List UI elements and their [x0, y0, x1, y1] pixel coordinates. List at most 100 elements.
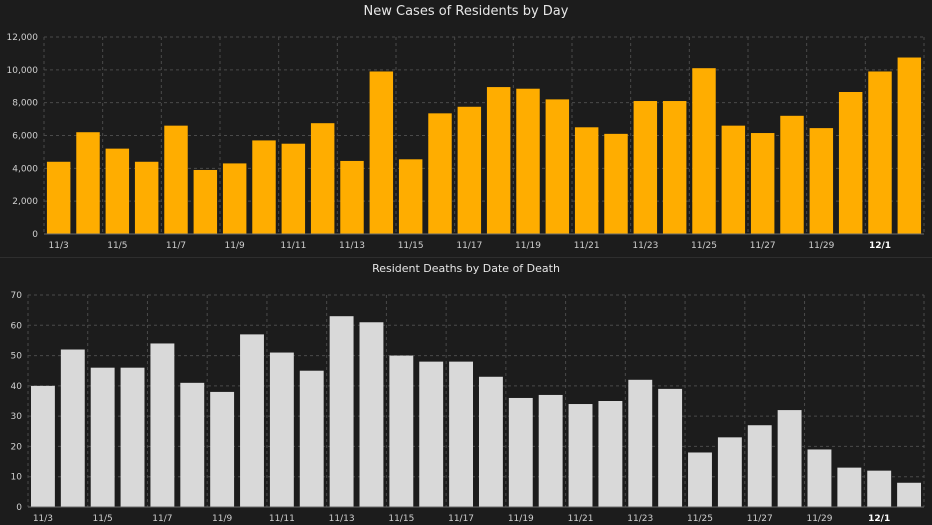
cases-bar-11-5 — [105, 148, 130, 234]
cases-x-tick-label: 11/21 — [574, 241, 600, 251]
deaths-x-tick-label: 12/1 — [868, 514, 890, 524]
deaths-bar-11-12 — [299, 370, 324, 507]
deaths-bar-11-28 — [777, 410, 802, 507]
cases-y-tick-label: 0 — [32, 230, 38, 240]
deaths-x-tick-label: 11/11 — [269, 514, 295, 524]
deaths-bar-11-18 — [478, 376, 503, 507]
new-cases-chart-title: New Cases of Residents by Day — [363, 4, 569, 19]
cases-bar-11-7 — [164, 125, 188, 234]
deaths-y-tick-label: 40 — [11, 382, 23, 392]
deaths-bar-11-6 — [120, 367, 145, 507]
cases-x-tick-label: 11/17 — [456, 241, 482, 251]
cases-bar-11-10 — [252, 140, 276, 234]
deaths-x-tick-label: 11/17 — [448, 514, 474, 524]
deaths-bars — [30, 316, 922, 507]
cases-bar-11-16 — [428, 113, 452, 234]
deaths-x-tick-label: 11/29 — [806, 514, 832, 524]
cases-bar-11-11 — [281, 143, 306, 234]
deaths-bar-11-22 — [598, 401, 623, 507]
deaths-bar-11-4 — [60, 349, 85, 507]
cases-bar-11-26 — [721, 125, 746, 234]
cases-bar-11-22 — [604, 133, 628, 234]
deaths-y-tick-label: 50 — [11, 352, 23, 362]
cases-x-tick-label: 11/23 — [632, 241, 658, 251]
cases-bar-11-27 — [750, 133, 775, 234]
resident-deaths-chart: Resident Deaths by Date of Death 0 10 20 30… — [0, 257, 932, 524]
cases-bars — [46, 57, 922, 235]
deaths-bar-11-24 — [658, 388, 683, 507]
deaths-y-tick-label: 60 — [11, 321, 23, 331]
deaths-bar-12-1 — [867, 470, 892, 507]
deaths-bar-12-2 — [897, 482, 922, 507]
cases-y-tick-label: 10,000 — [7, 66, 39, 76]
cases-bar-11-4 — [76, 132, 100, 234]
cases-bar-11-30 — [838, 91, 863, 234]
cases-bar-11-25 — [692, 68, 716, 234]
deaths-x-tick-label: 11/7 — [152, 514, 172, 524]
deaths-x-axis: 11/3 11/5 11/7 11/9 11/11 11/13 11/15 11/17 11/1… — [33, 514, 890, 524]
cases-x-tick-label: 11/19 — [515, 241, 541, 251]
deaths-x-tick-label: 11/25 — [687, 514, 713, 524]
cases-bar-12-1 — [868, 71, 892, 234]
cases-x-tick-label: 11/29 — [808, 241, 834, 251]
cases-y-tick-label: 4,000 — [12, 164, 38, 174]
deaths-bar-11-21 — [568, 404, 593, 507]
deaths-x-tick-label: 11/9 — [212, 514, 232, 524]
cases-bar-11-18 — [486, 87, 511, 234]
deaths-bar-11-27 — [747, 425, 772, 507]
resident-deaths-chart-title: Resident Deaths by Date of Death — [372, 262, 560, 275]
deaths-bar-11-13 — [329, 316, 354, 507]
deaths-bar-11-15 — [389, 355, 414, 507]
cases-bar-11-20 — [545, 99, 570, 234]
cases-bar-11-15 — [398, 159, 423, 234]
cases-x-tick-label: 12/1 — [869, 241, 891, 251]
cases-bar-11-23 — [633, 101, 658, 235]
deaths-y-tick-label: 0 — [16, 503, 22, 513]
cases-bar-11-3 — [46, 161, 71, 234]
cases-bar-12-2 — [897, 57, 922, 235]
cases-bar-11-13 — [340, 160, 364, 234]
deaths-bar-11-3 — [30, 385, 55, 507]
deaths-bar-11-30 — [837, 467, 862, 507]
cases-x-tick-label: 11/27 — [750, 241, 776, 251]
new-cases-chart: New Cases of Residents by Day 0 2,000 4,00… — [0, 0, 932, 257]
deaths-x-tick-label: 11/13 — [329, 514, 355, 524]
resident-deaths-chart-plot: 0 10 20 30 40 50 60 70 11/3 11/5 11/7 11/9 11/11 11/1… — [11, 291, 925, 524]
cases-bar-11-6 — [134, 161, 159, 234]
cases-bar-11-8 — [193, 169, 218, 234]
cases-y-tick-label: 2,000 — [12, 197, 38, 207]
deaths-y-tick-label: 20 — [11, 442, 23, 452]
deaths-x-tick-label: 11/23 — [627, 514, 653, 524]
deaths-x-tick-label: 11/3 — [33, 514, 53, 524]
cases-x-tick-label: 11/25 — [691, 241, 717, 251]
deaths-bar-11-17 — [449, 361, 474, 507]
deaths-bar-11-29 — [807, 449, 832, 507]
deaths-x-tick-label: 11/21 — [568, 514, 594, 524]
deaths-bar-11-26 — [717, 437, 742, 507]
cases-bar-11-14 — [369, 71, 394, 234]
deaths-bar-11-11 — [269, 352, 294, 507]
deaths-x-tick-label: 11/15 — [388, 514, 414, 524]
deaths-vertical-grid — [27, 295, 925, 507]
deaths-x-tick-label: 11/5 — [93, 514, 113, 524]
cases-x-tick-label: 11/11 — [280, 241, 306, 251]
deaths-bar-11-20 — [538, 394, 563, 507]
cases-x-tick-label: 11/9 — [225, 241, 245, 251]
cases-y-tick-label: 6,000 — [12, 132, 38, 142]
deaths-y-tick-label: 30 — [11, 412, 23, 422]
deaths-bar-11-25 — [688, 452, 712, 507]
deaths-bar-11-8 — [180, 382, 205, 507]
cases-y-axis: 0 2,000 4,000 6,000 8,000 10,000 12,000 — [7, 33, 924, 240]
cases-bar-11-19 — [516, 88, 540, 235]
cases-bar-11-24 — [662, 101, 687, 235]
deaths-bar-11-9 — [210, 391, 235, 507]
cases-x-tick-label: 11/15 — [398, 241, 424, 251]
deaths-bar-11-19 — [508, 397, 533, 507]
cases-bar-11-28 — [780, 115, 804, 234]
cases-bar-11-17 — [457, 106, 482, 234]
deaths-y-tick-label: 70 — [11, 291, 23, 301]
cases-x-tick-label: 11/5 — [107, 241, 127, 251]
cases-bar-11-29 — [809, 128, 834, 234]
